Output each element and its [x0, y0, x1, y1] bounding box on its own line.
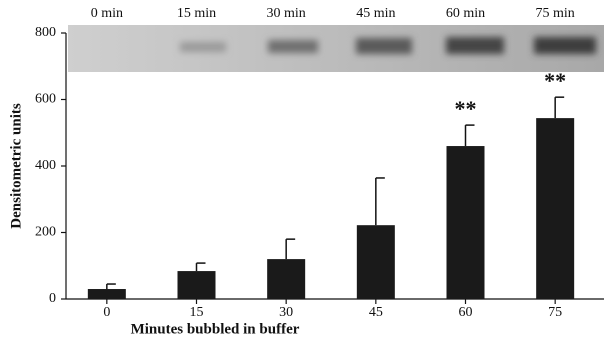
- x-tick-label: 75: [548, 305, 562, 320]
- y-tick-label: 600: [35, 92, 56, 107]
- bar: [536, 118, 574, 299]
- y-tick-label: 400: [35, 158, 56, 173]
- x-axis-title: Minutes bubbled in buffer: [131, 321, 300, 337]
- lane-label: 60 min: [446, 6, 485, 21]
- x-tick-label: 30: [279, 305, 293, 320]
- significance-label: **: [544, 68, 566, 93]
- bar: [447, 146, 485, 299]
- lane-label: 15 min: [177, 6, 216, 21]
- x-tick-label: 45: [369, 305, 383, 320]
- lane-label: 30 min: [267, 6, 306, 21]
- lane-label: 75 min: [536, 6, 575, 21]
- y-axis-title: Densitometric units: [8, 103, 24, 229]
- lane-label: 45 min: [356, 6, 395, 21]
- bar: [88, 289, 126, 299]
- x-tick-label: 15: [190, 305, 204, 320]
- chart: Minutes bubbled in buffer Densitometric …: [0, 0, 606, 342]
- x-tick-label: 60: [459, 305, 473, 320]
- blot-image: [68, 25, 604, 72]
- lane-label: 0 min: [91, 6, 123, 21]
- bar: [267, 259, 305, 299]
- y-tick-label: 0: [49, 291, 56, 306]
- bar: [357, 225, 395, 299]
- bar: [178, 271, 216, 299]
- y-tick-label: 200: [35, 225, 56, 240]
- y-tick-label: 800: [35, 25, 56, 40]
- x-tick-label: 0: [103, 305, 110, 320]
- significance-label: **: [455, 96, 477, 121]
